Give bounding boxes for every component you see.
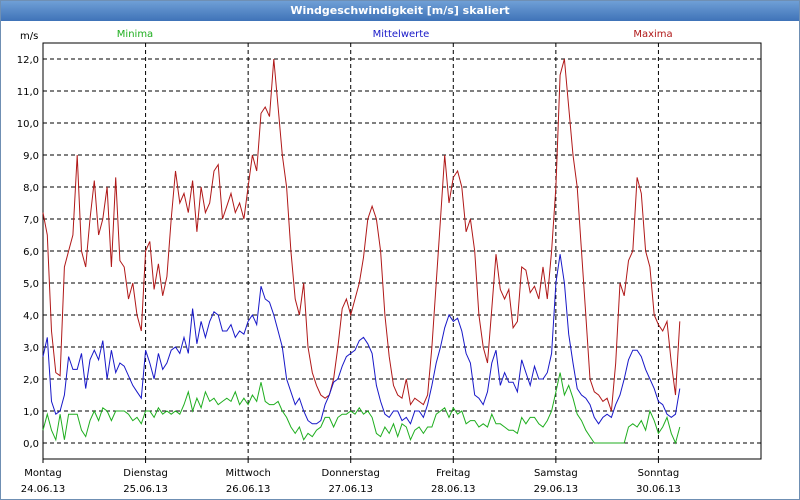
- x-tick-date: 27.06.13: [328, 484, 373, 495]
- legend-entry-mittelwerte: Mittelwerte: [373, 29, 430, 40]
- y-tick-label: 4,0: [23, 311, 39, 322]
- x-tick-day: Montag: [24, 468, 61, 479]
- y-tick-label: 1,0: [23, 407, 39, 418]
- y-tick-label: 6,0: [23, 247, 39, 258]
- x-tick-day: Samstag: [534, 468, 578, 479]
- y-tick-label: 10,0: [17, 119, 39, 130]
- y-tick-label: 5,0: [23, 279, 39, 290]
- series-line-minima: [42, 372, 681, 445]
- series-line-maxima: [42, 58, 681, 412]
- y-unit-label: m/s: [20, 31, 38, 42]
- y-tick-label: 11,0: [17, 87, 39, 98]
- x-tick-day: Mittwoch: [225, 468, 270, 479]
- y-tick-label: 0,0: [23, 439, 39, 450]
- x-tick-date: 28.06.13: [431, 484, 476, 495]
- y-tick-label: 9,0: [23, 151, 39, 162]
- y-tick-label: 3,0: [23, 343, 39, 354]
- x-tick-date: 24.06.13: [21, 484, 66, 495]
- x-tick-date: 25.06.13: [123, 484, 168, 495]
- series-line-mittelwerte: [42, 254, 681, 425]
- x-tick-day: Donnerstag: [322, 468, 380, 479]
- y-tick-label: 8,0: [23, 183, 39, 194]
- x-tick-day: Freitag: [436, 468, 470, 479]
- x-tick-day: Sonntag: [638, 468, 680, 479]
- y-tick-label: 7,0: [23, 215, 39, 226]
- legend-entry-minima: Minima: [117, 29, 153, 40]
- window-title: Windgeschwindigkeit [m/s] skaliert: [1, 1, 799, 21]
- legend-entry-maxima: Maxima: [633, 29, 672, 40]
- y-tick-label: 12,0: [17, 55, 39, 66]
- x-tick-date: 29.06.13: [534, 484, 579, 495]
- chart-canvas: 0,0 1,0 2,0 3,0 4,0 5,0 6,0 7,0 8,0 9,0 10,0 11,0 12…: [17, 29, 762, 495]
- x-tick-date: 26.06.13: [226, 484, 271, 495]
- x-tick-day: Dienstag: [123, 468, 168, 479]
- y-tick-label: 2,0: [23, 375, 39, 386]
- x-tick-date: 30.06.13: [636, 484, 681, 495]
